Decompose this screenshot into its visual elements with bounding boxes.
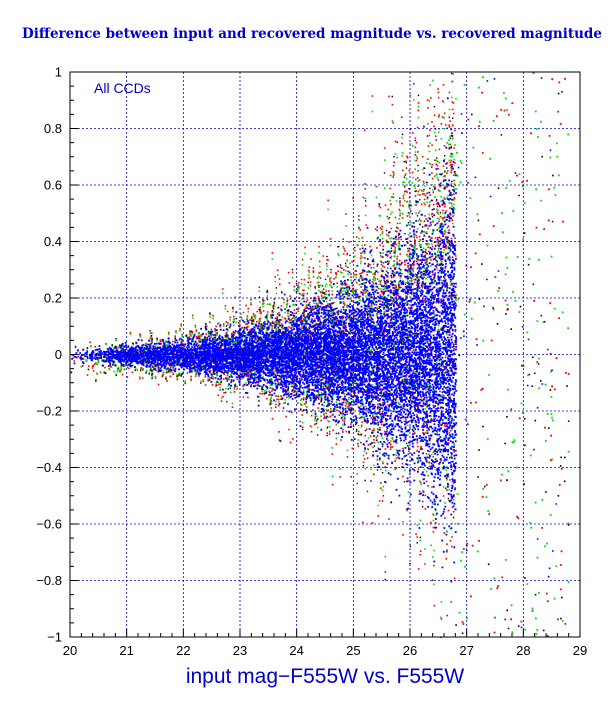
x-tick-label: 29 [573,643,587,658]
red-points [71,80,457,639]
x-tick-label: 24 [289,643,303,658]
y-tick-label: 0 [55,347,62,362]
plot-frame [69,71,581,638]
x-tick-label: 26 [403,643,417,658]
y-tick-label: 1 [55,65,62,80]
blue-points [71,97,458,583]
x-tick-label: 27 [459,643,473,658]
points-layer [70,72,570,639]
x-tick-label: 28 [516,643,530,658]
y-tick-label: −0.2 [36,404,62,419]
chart-title: Difference between input and recovered m… [22,26,602,42]
y-tick-label: −0.8 [36,573,62,588]
x-tick-label: 21 [119,643,133,658]
y-tick-label: 0.2 [44,291,62,306]
x-tick-label: 25 [346,643,360,658]
all-ccds-annotation: All CCDs [94,80,151,96]
x-tick-label: 23 [233,643,247,658]
y-tick-label: 0.4 [44,234,62,249]
y-tick-label: 0.8 [44,121,62,136]
y-tick-label: −0.4 [36,460,62,475]
x-tick-label: 20 [63,643,77,658]
plot-area [70,72,580,639]
x-axis-label: input mag−F555W vs. F555W [186,665,465,688]
y-tick-label: −1 [47,630,62,645]
y-tick-label: 0.6 [44,178,62,193]
x-tick-label: 22 [176,643,190,658]
x-axis: 20 21 22 23 24 25 26 27 28 29 [63,629,587,658]
y-axis: −1 −0.8 −0.6 −0.4 −0.2 0 0.2 0.4 0.6 0.8 1 [36,65,78,645]
grid-layer [70,72,580,637]
y-tick-label: −0.6 [36,517,62,532]
